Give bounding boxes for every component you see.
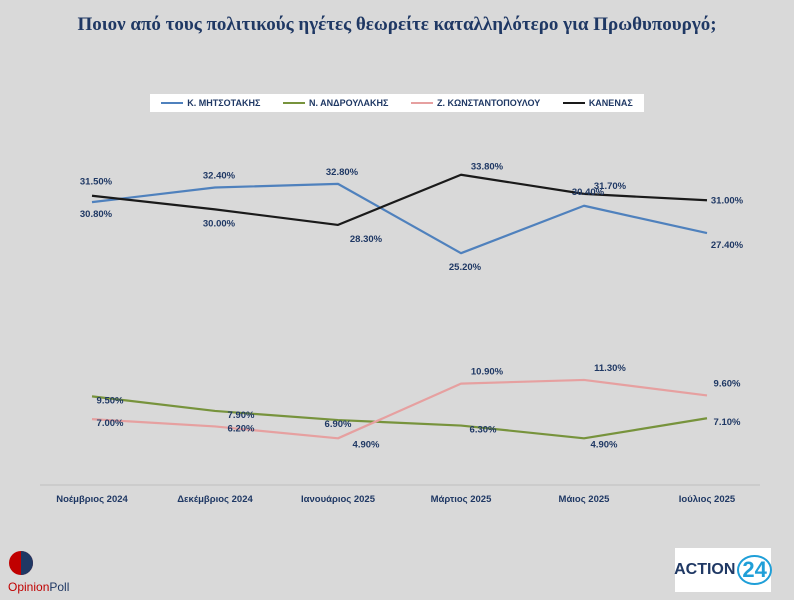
series-line [91, 173, 708, 227]
series-line [91, 395, 708, 440]
legend-swatch [161, 102, 184, 104]
data-label: 9.50% [97, 395, 124, 406]
data-label: 6.30% [470, 425, 497, 436]
data-label: 31.70% [594, 181, 627, 192]
x-tick-label: Μάρτιος 2025 [431, 494, 492, 505]
data-label: 32.40% [203, 171, 236, 182]
action24-logo: ACTION 24 [674, 548, 772, 592]
data-label: 10.90% [471, 367, 504, 378]
data-label: 32.80% [326, 167, 359, 178]
series-line [91, 182, 708, 255]
legend-label: ΚΑΝΕΝΑΣ [588, 98, 633, 108]
data-label: 25.20% [449, 262, 482, 273]
data-label: 6.90% [325, 419, 352, 430]
data-label: 30.80% [80, 209, 113, 220]
action24-number: 24 [737, 555, 772, 585]
data-label: 9.60% [714, 378, 741, 389]
chart-title: Ποιον από τους πολιτικούς ηγέτες θεωρείτ… [77, 14, 717, 35]
data-label: 11.30% [594, 363, 626, 374]
data-label: 28.30% [350, 234, 383, 245]
data-label: 33.80% [471, 162, 504, 173]
data-label: 27.40% [711, 240, 744, 251]
data-label: 4.90% [591, 439, 618, 450]
x-tick-label: Δεκέμβριος 2024 [177, 494, 253, 505]
x-tick-label: Νοέμβριος 2024 [56, 494, 128, 505]
data-label: 30.00% [203, 218, 236, 229]
legend-item: Ν. ΑΝΔΡΟΥΛΑΚΗΣ [282, 98, 389, 108]
data-label: 6.20% [228, 423, 255, 434]
data-label: 7.00% [97, 418, 124, 429]
legend-swatch [411, 102, 434, 104]
legend-label: Κ. ΜΗΤΣΟΤΑΚΗΣ [187, 98, 261, 108]
chart-legend: Κ. ΜΗΤΣΟΤΑΚΗΣ Ν. ΑΝΔΡΟΥΛΑΚΗΣ Ζ. ΚΩΝΣΤΑΝΤΟΠ… [150, 94, 644, 112]
data-label: 30.40% [572, 187, 605, 198]
opinionpoll-wordmark: OpinionPoll [8, 580, 70, 594]
action24-wordmark: ACTION [674, 561, 736, 578]
data-label: 4.90% [353, 439, 380, 450]
legend-item: ΚΑΝΕΝΑΣ [562, 98, 633, 108]
legend-item: Ζ. ΚΩΝΣΤΑΝΤΟΠΟΥΛΟΥ [411, 98, 540, 108]
opinionpoll-logo: OpinionPoll [8, 550, 88, 596]
data-label: 7.90% [228, 410, 255, 421]
legend-swatch [562, 102, 585, 104]
x-tick-label: Μάιος 2025 [559, 494, 611, 505]
data-label: 31.50% [80, 177, 113, 188]
data-label: 31.00% [711, 195, 744, 206]
line-chart: Νοέμβριος 2024 Δεκέμβριος 2024 Ιανουάριος … [40, 162, 760, 505]
data-label: 7.10% [714, 417, 741, 428]
legend-item: Κ. ΜΗΤΣΟΤΑΚΗΣ [161, 98, 260, 108]
x-tick-label: Ιούλιος 2025 [679, 494, 736, 505]
legend-label: Ζ. ΚΩΝΣΤΑΝΤΟΠΟΥΛΟΥ [437, 98, 541, 108]
legend-swatch [282, 102, 305, 104]
legend-label: Ν. ΑΝΔΡΟΥΛΑΚΗΣ [308, 98, 389, 108]
series-line [91, 378, 708, 440]
opinionpoll-emblem-icon [9, 551, 33, 575]
x-tick-label: Ιανουάριος 2025 [301, 494, 376, 505]
